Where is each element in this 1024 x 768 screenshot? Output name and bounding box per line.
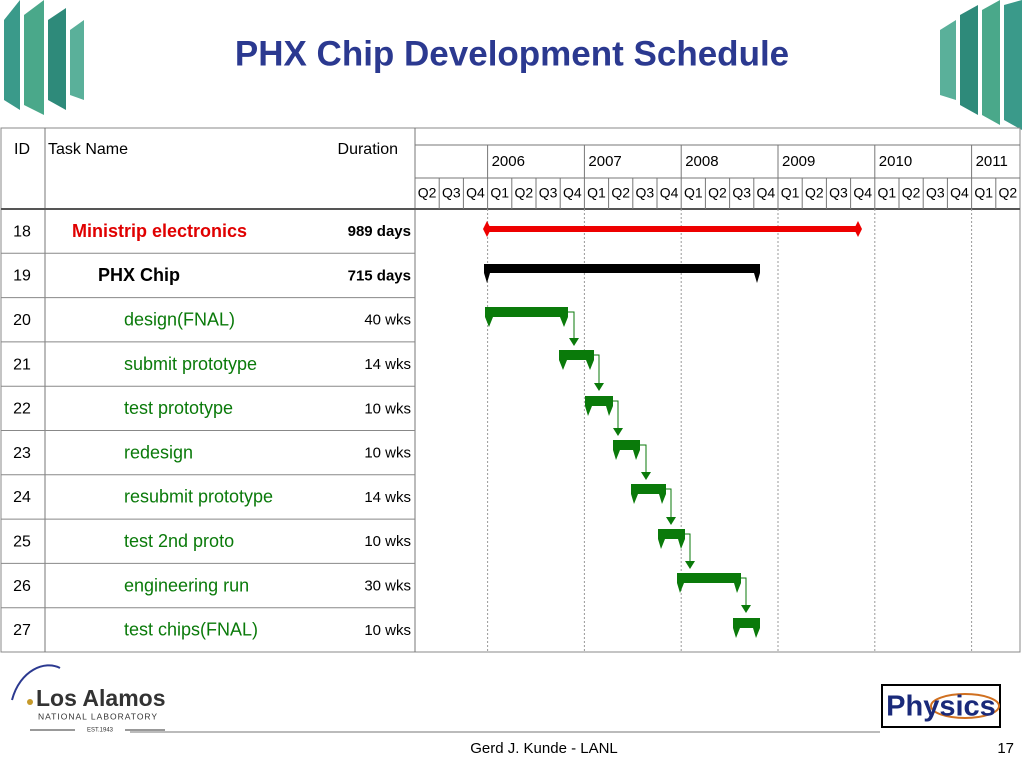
slide-title: PHX Chip Development Schedule [235,34,789,73]
task-id: 25 [13,533,31,550]
task-duration: 14 wks [364,356,411,373]
task-bars [485,307,760,638]
quarter-label: Q4 [563,185,582,201]
task-duration: 10 wks [364,533,411,550]
table-border [0,127,1021,653]
task-name: redesign [124,442,193,462]
quarter-label: Q3 [442,185,461,201]
quarter-label: Q2 [515,185,534,201]
task-duration: 715 days [348,267,411,284]
task-id: 20 [13,312,31,329]
task-id: 27 [13,622,31,639]
quarter-label: Q2 [999,185,1018,201]
quarter-label: Q1 [781,185,800,201]
task-name: design(FNAL) [124,310,235,330]
dependency-links [568,311,747,607]
task-name: engineering run [124,575,249,595]
quarter-label: Q1 [490,185,509,201]
summary-bar [487,226,858,232]
task-name: Ministrip electronics [72,221,247,241]
quarter-label: Q2 [902,185,921,201]
column-header: Task Name [48,141,128,158]
gantt-bars [483,221,862,638]
year-label: 2009 [782,153,815,170]
corner-decoration [4,0,1022,130]
summary-bar [484,264,760,273]
task-name: test prototype [124,398,233,418]
quarter-label: Q1 [684,185,703,201]
task-id: 23 [13,445,31,462]
year-label: 2008 [685,153,718,170]
page-number: 17 [997,740,1014,757]
year-label: 2007 [588,153,621,170]
quarter-label: Q1 [587,185,606,201]
footer-presenter: Gerd J. Kunde - LANL [470,740,618,757]
task-duration: 10 wks [364,622,411,639]
task-duration: 10 wks [364,445,411,462]
task-id: 24 [13,489,31,506]
quarter-label: Q1 [974,185,993,201]
quarter-label: Q2 [611,185,630,201]
quarter-label: Q4 [950,185,969,201]
task-duration: 10 wks [364,400,411,417]
gantt-table: ID Task Name Duration [0,127,1021,653]
task-id: 19 [13,268,31,285]
quarter-label: Q3 [829,185,848,201]
quarter-label: Q3 [732,185,751,201]
quarter-label: Q4 [757,185,776,201]
task-duration: 989 days [348,223,411,240]
lab-subtitle: NATIONAL LABORATORY [38,711,158,721]
task-id: 21 [13,356,31,373]
column-header: ID [14,141,30,158]
quarter-label: Q1 [878,185,897,201]
task-id: 26 [13,578,31,595]
lanl-logo: Los Alamos NATIONAL LABORATORY EST.1943 [11,664,166,734]
quarter-label: Q3 [926,185,945,201]
task-duration: 30 wks [364,578,411,595]
quarter-label: Q4 [660,185,679,201]
task-id: 22 [13,401,31,418]
quarter-label: Q3 [636,185,655,201]
column-header: Duration [338,141,398,158]
task-duration: 40 wks [364,312,411,329]
quarter-label: Q2 [805,185,824,201]
task-name: test 2nd proto [124,531,234,551]
quarter-label: Q2 [418,185,437,201]
lab-established: EST.1943 [87,728,114,734]
quarter-label: Q4 [853,185,872,201]
task-id: 18 [13,223,31,240]
year-label: 2006 [492,153,525,170]
task-duration: 14 wks [364,489,411,506]
year-label: 2010 [879,153,912,170]
quarter-label: Q2 [708,185,727,201]
quarter-label: Q3 [539,185,558,201]
task-name: PHX Chip [98,265,180,285]
task-name: test chips(FNAL) [124,620,258,640]
task-name: submit prototype [124,354,257,374]
quarter-label: Q4 [466,185,485,201]
physics-logo: Physics [881,684,1001,728]
lab-name: Los Alamos [36,685,166,711]
year-label: 2011 [976,153,1008,170]
task-name: resubmit prototype [124,487,273,507]
physics-text: Physics [886,691,996,723]
